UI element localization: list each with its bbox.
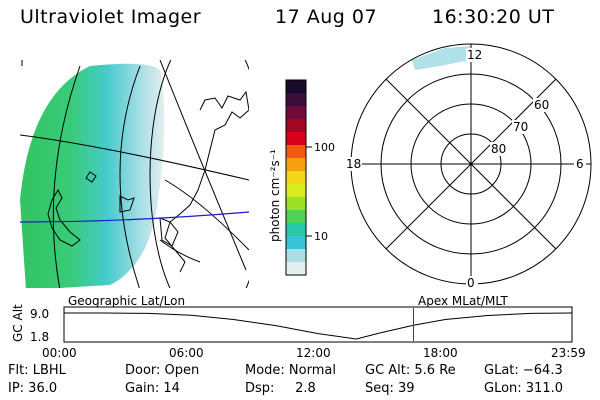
door-label: Door: Open — [125, 363, 200, 378]
colorbar-band — [286, 210, 306, 224]
lat-grid-line — [159, 60, 247, 271]
aurora-image — [20, 63, 165, 288]
coastline — [119, 195, 135, 213]
terminator-line — [20, 211, 249, 223]
timeline-left-title: Geographic Lat/Lon — [68, 294, 185, 308]
dsp-label: Dsp: 2.8 — [245, 381, 316, 396]
lat-label-80: 80 — [491, 142, 506, 156]
coastline — [85, 171, 97, 183]
ip-label: IP: 36.0 — [8, 381, 58, 396]
mode-label: Mode: Normal — [245, 363, 336, 378]
timeline-plot-frame — [63, 306, 573, 343]
mlt-label-6: 6 — [576, 157, 584, 171]
colorbar-band — [286, 249, 306, 263]
y-tick-label-1.8: 1.8 — [30, 330, 49, 344]
mlt-label-18: 18 — [346, 157, 361, 171]
gain-label: Gain: 14 — [125, 381, 180, 396]
x-tick-1800: 18:00 — [423, 346, 458, 360]
lat-label-70: 70 — [513, 120, 528, 134]
colorbar-band — [286, 262, 306, 276]
y-tick-label-9: 9.0 — [30, 307, 49, 321]
colorbar-band — [286, 145, 306, 159]
glat-label: GLat: −64.3 — [484, 363, 563, 378]
x-tick-0000: 00:00 — [42, 346, 77, 360]
lat-grid-line — [20, 134, 249, 181]
date-label: 17 Aug 07 — [275, 6, 378, 28]
altitude-series-line — [64, 312, 573, 340]
colorbar-band — [286, 80, 306, 94]
colorbar-band — [286, 171, 306, 185]
colorbar-band — [286, 184, 306, 198]
colorbar-band — [286, 158, 306, 172]
colorbar-band — [286, 197, 306, 211]
x-tick-2359: 23:59 — [551, 346, 586, 360]
gc-alt-label: GC Alt: 5.6 Re — [365, 363, 456, 378]
earth-limb — [149, 60, 249, 288]
glon-label: GLon: 311.0 — [484, 381, 564, 396]
lon-grid-line — [119, 65, 141, 288]
geographic-map — [20, 60, 249, 288]
colorbar: 100 10 photon cm⁻²s⁻¹ — [268, 79, 335, 276]
colorbar-band — [286, 132, 306, 146]
mlt-label-12: 12 — [467, 48, 482, 62]
time-label: 16:30:20 UT — [432, 6, 555, 28]
lon-grid-line — [52, 65, 81, 288]
x-tick-1200: 12:00 — [296, 346, 331, 360]
y-axis-label: GC Alt — [11, 304, 25, 342]
lat-label-60: 60 — [534, 98, 549, 112]
polar-aurora-patch — [412, 46, 470, 70]
altitude-timeline: Geographic Lat/Lon Apex MLat/MLT GC Alt … — [11, 294, 586, 360]
x-tick-0600: 06:00 — [169, 346, 204, 360]
seq-label: Seq: 39 — [365, 381, 415, 396]
colorbar-tick-100: 100 — [314, 141, 335, 154]
lat-grid-line — [164, 179, 249, 251]
colorbar-band — [286, 119, 306, 133]
colorbar-band — [286, 93, 306, 107]
app-title: Ultraviolet Imager — [20, 6, 202, 28]
colorbar-tick-10: 10 — [314, 230, 328, 243]
filter-label: Flt: LBHL — [8, 363, 66, 378]
coastline — [164, 90, 249, 273]
timeline-right-title: Apex MLat/MLT — [418, 294, 508, 308]
colorbar-band — [286, 106, 306, 120]
lat-grid-line — [159, 239, 201, 263]
coastline — [159, 217, 179, 247]
colorbar-unit-label: photon cm⁻²s⁻¹ — [268, 149, 282, 242]
mlt-label-0: 0 — [467, 276, 475, 290]
polar-plot: 12 6 0 18 60 70 80 — [344, 43, 592, 290]
colorbar-band — [286, 236, 306, 250]
colorbar-band — [286, 223, 306, 237]
coastline — [47, 188, 81, 247]
